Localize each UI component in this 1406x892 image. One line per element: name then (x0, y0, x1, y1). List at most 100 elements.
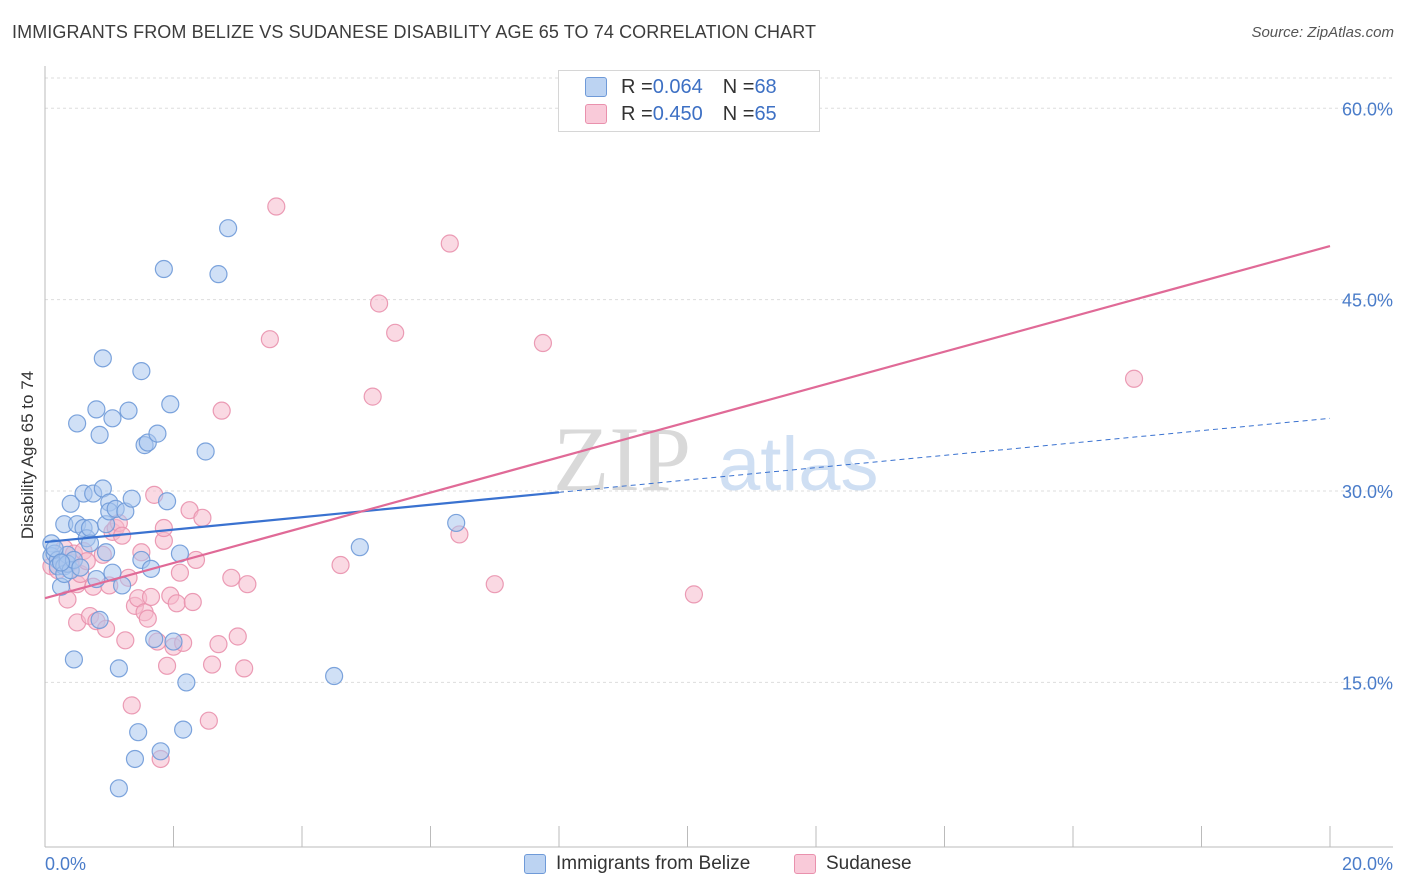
sudanese-point (170, 563, 190, 582)
belize-legend-label: Immigrants from Belize (556, 853, 751, 874)
sudanese-point (228, 627, 247, 646)
belize-legend-swatch (524, 854, 546, 874)
trend-lines (44, 245, 1331, 600)
sudanese-point (154, 518, 173, 538)
belize-trend-extension (558, 417, 1331, 493)
belize-point (161, 395, 180, 414)
sudanese-point (202, 655, 222, 674)
sudanese-point (222, 568, 241, 587)
belize-point (219, 219, 238, 238)
sudanese-point (331, 555, 350, 575)
legend-r-value: 0.064 (652, 75, 703, 98)
sudanese-point (122, 696, 141, 715)
legend-r-label: R = (621, 102, 653, 125)
belize-point (164, 632, 183, 651)
sudanese-point (186, 550, 206, 570)
y-tick-label: 15.0% (1342, 673, 1393, 693)
belize-point (209, 265, 228, 284)
y-axis-label: Disability Age 65 to 74 (18, 371, 37, 539)
sudanese-point (167, 594, 186, 613)
sudanese-point (235, 659, 254, 678)
belize-point (174, 720, 193, 739)
watermark: ZIP atlas (553, 408, 879, 510)
legend-n-label: N = (722, 102, 755, 125)
sudanese-point (533, 333, 553, 353)
belize-point (154, 259, 173, 279)
belize-point (61, 494, 80, 513)
tick-labels: 15.0% 30.0% 45.0% 60.0% 0.0% 20.0% (45, 99, 1393, 874)
watermark-zip: ZIP (553, 408, 691, 510)
legend-row-sudanese: R = 0.450 N = 65 (585, 103, 777, 125)
x-tick-label-max: 20.0% (1342, 854, 1393, 874)
correlation-legend: R = 0.064 N = 68 R = 0.450 N = 65 (558, 70, 820, 132)
sudanese-point (183, 592, 202, 612)
belize-trend-line (44, 491, 560, 544)
series-legend-belize: Immigrants from Belize (524, 852, 750, 876)
belize-point (125, 749, 145, 769)
sudanese-point (363, 387, 382, 406)
legend-n-value: 68 (754, 75, 777, 98)
sudanese-swatch (585, 104, 607, 124)
belize-point (90, 425, 109, 444)
belize-point (109, 659, 128, 678)
sudanese-legend-label: Sudanese (826, 853, 912, 874)
belize-point (93, 349, 112, 368)
belize-point (109, 779, 128, 798)
belize-point (447, 513, 466, 533)
belize-point (103, 563, 122, 582)
watermark-atlas: atlas (718, 422, 879, 507)
sudanese-point (141, 587, 161, 607)
belize-point (196, 442, 215, 461)
belize-point (151, 742, 170, 761)
belize-point (177, 673, 196, 692)
sudanese-trend-line (44, 245, 1331, 600)
sudanese-point (193, 508, 212, 527)
legend-n-label: N = (722, 75, 755, 98)
axes (44, 66, 1393, 848)
x-tick-label-min: 0.0% (45, 854, 86, 874)
belize-point (90, 610, 109, 629)
sudanese-point (684, 585, 704, 604)
sudanese-point (386, 323, 405, 342)
sudanese-point (440, 234, 459, 253)
sudanese-point (138, 609, 157, 628)
sudanese-point (157, 656, 177, 675)
chart-title: IMMIGRANTS FROM BELIZE VS SUDANESE DISAB… (12, 22, 817, 42)
legend-n-value: 65 (754, 102, 777, 125)
legend-row-belize: R = 0.064 N = 68 (585, 76, 777, 98)
y-tick-label: 45.0% (1342, 291, 1393, 311)
legend-r-value: 0.450 (652, 102, 703, 125)
belize-point (325, 666, 344, 686)
sudanese-point (260, 330, 279, 349)
sudanese-point (209, 635, 228, 654)
y-tick-label: 60.0% (1342, 99, 1393, 119)
belize-point (119, 401, 138, 420)
belize-swatch (585, 77, 607, 97)
belize-point (96, 543, 116, 562)
belize-point (145, 629, 164, 649)
sudanese-point (116, 631, 135, 650)
belize-point (80, 518, 100, 538)
belize-point (148, 424, 167, 443)
belize-point (132, 362, 151, 381)
sudanese-point (485, 575, 504, 594)
belize-point (51, 553, 71, 572)
belize-point (87, 400, 106, 419)
sudanese-point (238, 575, 257, 594)
belize-point (64, 650, 84, 669)
y-tick-label: 30.0% (1342, 482, 1393, 502)
belize-point (68, 414, 87, 433)
sudanese-point (267, 197, 286, 216)
belize-point (71, 558, 90, 577)
sudanese-point (199, 711, 218, 730)
legend-r-label: R = (621, 75, 653, 98)
sudanese-legend-swatch (794, 854, 816, 874)
sudanese-point (212, 401, 231, 420)
belize-point (122, 489, 141, 508)
series-legend-sudanese: Sudanese (794, 852, 912, 876)
belize-point (157, 492, 177, 511)
sudanese-point (1124, 369, 1144, 388)
belize-point (103, 409, 122, 428)
belize-point (129, 723, 148, 742)
